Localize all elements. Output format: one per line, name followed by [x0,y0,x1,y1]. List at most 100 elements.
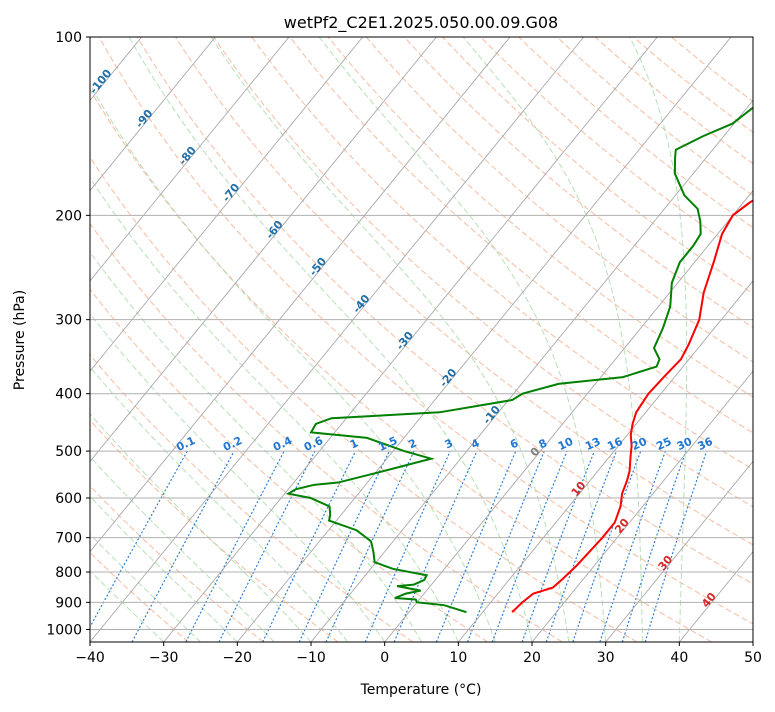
mixing-ratio-line [572,450,642,642]
moist-adiabat-line [629,37,688,642]
moist-adiabat-line [90,251,422,642]
isotherm-line [90,37,511,553]
y-tick-label: 400 [55,387,82,403]
dry-adiabat-line [251,37,753,471]
dry-adiabat-line [90,551,190,642]
x-tick-label: 50 [744,650,762,666]
mixing-ratio-line [325,450,415,642]
mixing-ratio-label: 36 [696,435,716,453]
x-tick-label: 10 [449,650,467,666]
isotherm-line [605,460,753,642]
y-tick-label: 600 [55,491,82,507]
mixing-ratio-line [521,450,595,642]
dry-adiabat-line [213,37,753,508]
isotherm-label: -60 [263,218,286,242]
isotherm-label: 30 [656,553,676,573]
moist-adiabat-line [90,366,349,642]
dry-adiabat-line [90,485,264,642]
isotherm-line [752,641,753,642]
mixing-ratio-label: 30 [675,435,695,453]
isotherm-label: -10 [480,403,503,427]
y-tick-label: 100 [55,30,82,46]
dry-adiabat-line [90,88,712,642]
mixing-ratio-label: 6 [508,436,521,451]
dry-adiabat-line [90,156,638,642]
mixing-ratio-label: 8 [537,436,549,451]
moist-adiabat-line [318,37,607,642]
isotherm-label: -80 [176,144,199,168]
moist-adiabat-line [462,37,643,642]
mixing-ratio-label: 20 [630,435,650,453]
x-tick-label: −10 [296,650,326,666]
mixing-ratio-line [435,450,517,642]
y-tick-label: 1000 [46,622,82,638]
mixing-ratio-line [131,450,235,642]
isotherm-line [457,280,753,642]
moist-adiabat-line [210,37,570,642]
dry-adiabat-line [633,37,753,134]
dry-adiabat-line [136,37,753,585]
isotherm-line [236,37,732,642]
moist-adiabat-line [90,533,201,642]
dewpoint-profile-line [285,106,753,614]
x-tick-label: −20 [223,650,253,666]
dry-adiabat-line [594,37,753,165]
mixing-ratio-line [393,450,478,642]
mixing-ratio-line [262,450,357,642]
isotherm-line [90,37,437,463]
mixing-ratio-line [491,450,568,642]
mixing-ratio-line [90,450,188,629]
dry-adiabat-line [90,288,488,642]
mixing-ratio-line [298,450,390,642]
dry-adiabat-line [289,37,753,434]
mixing-ratio-label: 1 [348,436,360,451]
isotherm-line [163,37,658,642]
moist-adiabat-line [90,176,459,642]
isotherm-label: -40 [350,292,373,316]
dry-adiabat-line [442,37,753,295]
isotherm-line [0,37,68,642]
x-tick-label: −40 [75,650,105,666]
x-tick-label: 20 [523,650,541,666]
isotherm-label: -70 [220,181,243,205]
background-lines [0,37,753,642]
moist-adiabat-line [90,455,275,642]
isotherm-label: -30 [394,329,417,353]
y-tick-label: 300 [55,313,82,329]
plot-frame [89,36,754,643]
mixing-ratio-label: 25 [654,435,673,453]
dry-adiabat-line [90,222,563,642]
y-axis-label: Pressure (hPa) [12,290,28,390]
dry-adiabat-line [90,353,414,642]
temperature-profile-line [511,199,753,613]
y-tick-label: 200 [55,208,82,224]
x-axis-label: Temperature (°C) [360,682,482,698]
isotherm-line [384,189,753,642]
mixing-ratio-label: 4 [469,436,482,451]
profile-series [285,106,753,614]
isotherm-line [90,37,364,372]
isotherm-line [310,99,753,642]
y-tick-label: 800 [55,565,82,581]
x-tick-label: 40 [670,650,688,666]
moist-adiabat-line [90,83,496,642]
isotherm-label: -20 [437,366,460,390]
mixing-ratio-line [466,450,545,642]
mixing-ratio-line [364,450,451,642]
mixing-ratio-label: 3 [443,436,455,451]
isotherm-label: -90 [133,107,156,131]
moist-adiabat-line [128,37,533,642]
isotherm-label: 40 [699,590,719,610]
isotherm-line [90,37,216,192]
mixing-ratio-label: 10 [556,435,576,453]
mixing-ratio-line [545,450,617,642]
mixing-ratio-label: 13 [583,435,602,453]
y-tick-label: 900 [55,595,82,611]
mixing-ratio-label: 2 [406,436,418,451]
x-tick-label: −30 [149,650,179,666]
dry-adiabat-line [175,37,753,546]
moist-adiabat-line [90,495,238,642]
